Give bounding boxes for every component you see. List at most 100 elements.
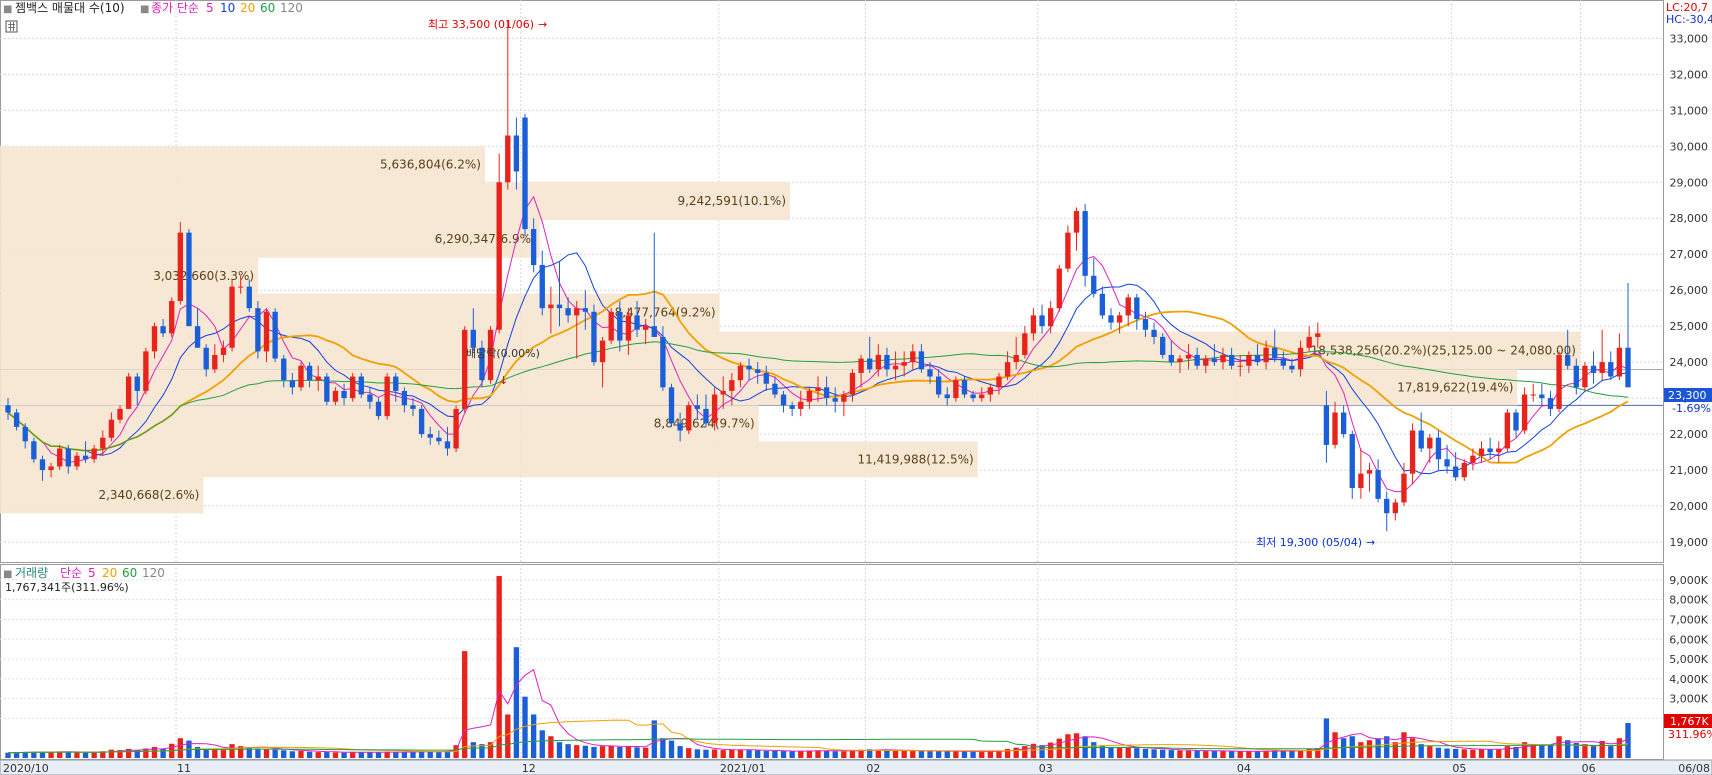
candle-body <box>574 308 580 316</box>
volume-bar <box>539 730 545 758</box>
candle-body <box>1323 405 1330 445</box>
volume-bar <box>729 749 735 758</box>
volume-profile: 2,340,668(2.6%)11,419,988(12.5%)8,849,62… <box>0 146 1580 514</box>
candle-body <box>393 376 399 391</box>
volume-bar <box>798 751 804 758</box>
candle-body <box>1289 365 1295 370</box>
candle-body <box>668 387 675 424</box>
header-checkbox[interactable]: ■ <box>3 4 12 15</box>
candle-body <box>1073 211 1080 233</box>
volume-bar <box>177 738 184 758</box>
current-price-value: 23,300 <box>1668 389 1707 402</box>
candle-body <box>1590 365 1597 373</box>
candle-body <box>1065 232 1071 269</box>
candle-body <box>711 394 718 424</box>
volume-bar <box>1616 738 1623 758</box>
candle-body <box>1091 275 1097 294</box>
volume-bar <box>1513 746 1519 758</box>
candle-body <box>953 380 959 399</box>
candle-body <box>1504 412 1511 449</box>
volume-bar <box>1487 749 1493 758</box>
candle-body <box>1565 354 1571 366</box>
candle-body <box>496 182 502 330</box>
candle-body <box>892 365 899 370</box>
volume-ma-label: 단순 <box>60 566 82 580</box>
volume-profile-band <box>0 182 790 221</box>
volume-bar <box>1435 747 1442 758</box>
volume-bar <box>281 750 287 758</box>
candle-body <box>281 358 287 381</box>
volume-bar <box>1142 748 1149 758</box>
candle-body <box>996 376 1002 388</box>
candle-body <box>1409 430 1416 474</box>
volume-bar <box>1134 748 1140 758</box>
candle-body <box>884 354 890 370</box>
price-axis: 33,000 32,000 31,000 30,000 29,000 28,000 27,0… <box>1670 32 1709 549</box>
volume-bar <box>944 751 950 758</box>
volume-bar <box>1039 745 1045 758</box>
candle-body <box>1340 412 1347 435</box>
candle-body <box>548 304 554 309</box>
candle-body <box>177 232 184 301</box>
candle-body <box>22 426 28 442</box>
volume-checkbox[interactable]: ■ <box>3 569 12 580</box>
candle-body <box>1616 347 1623 377</box>
indicator-settings-icon[interactable] <box>5 20 18 33</box>
low-arrow: → <box>1366 536 1375 549</box>
volume-bar <box>401 752 408 758</box>
candle-body <box>686 405 692 431</box>
candle-body <box>556 304 563 309</box>
volume-bar <box>1323 718 1330 758</box>
volume-bar <box>841 751 847 758</box>
volume-bar <box>703 749 709 758</box>
candle-body <box>720 390 726 395</box>
candle-body <box>617 311 623 341</box>
volume-bar <box>875 749 881 758</box>
volume-bar <box>660 738 666 758</box>
volume-bar <box>815 750 821 758</box>
volume-profile-band <box>0 369 1518 406</box>
volume-bar <box>686 748 692 758</box>
candle-body <box>1435 437 1442 460</box>
candle-body <box>143 351 149 391</box>
volume-bar <box>1022 746 1028 758</box>
volume-bar <box>350 751 356 758</box>
hc-label: HC:-30,4 <box>1666 13 1712 26</box>
volume-bar <box>530 714 537 758</box>
current-price-badge <box>1664 388 1712 402</box>
candle-body <box>910 351 916 363</box>
volume-bar <box>1160 749 1166 758</box>
candle-body <box>13 412 20 427</box>
volume-bar <box>1280 750 1286 758</box>
candle-body <box>1211 358 1218 363</box>
volume-bars <box>5 575 1631 758</box>
candle-body <box>582 308 589 312</box>
volume-bar <box>470 742 476 758</box>
candle-body <box>789 405 795 409</box>
candle-body <box>1418 430 1424 449</box>
price-tick-label: 21,000 <box>1670 464 1709 477</box>
volume-bar <box>780 751 787 758</box>
candle-body <box>737 365 744 381</box>
lc-label: LC:20,7 <box>1666 1 1708 14</box>
volume-bar <box>108 749 115 758</box>
volume-bar <box>961 751 968 758</box>
volume-bar <box>1521 742 1528 758</box>
candle-body <box>608 311 614 341</box>
candle-body <box>944 394 950 399</box>
candle-body <box>780 394 787 406</box>
volume-bar <box>212 749 218 758</box>
candle-body <box>74 455 80 467</box>
candle-body <box>660 336 666 388</box>
candle-body <box>48 466 54 471</box>
candle-body <box>487 329 494 381</box>
candle-body <box>565 308 571 316</box>
ma-checkbox[interactable]: ■ <box>140 4 149 15</box>
volume-bar <box>272 749 278 758</box>
candle-body <box>427 434 433 438</box>
candle-body <box>324 376 330 402</box>
volume-bar <box>1004 748 1011 758</box>
volume-bar <box>806 750 813 758</box>
volume-bar <box>1392 742 1399 758</box>
price-tick-label: 19,000 <box>1670 536 1709 549</box>
